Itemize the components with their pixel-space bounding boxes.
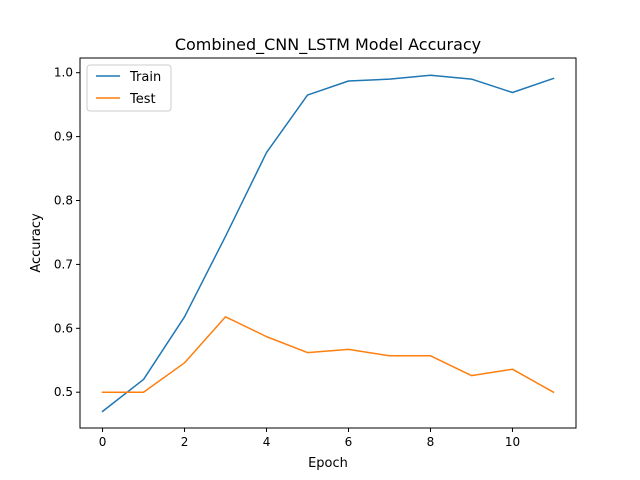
chart-title: Combined_CNN_LSTM Model Accuracy xyxy=(175,35,481,55)
x-axis-ticks: 0 2 4 6 8 10 xyxy=(99,428,520,449)
y-axis-ticks: 0.5 0.6 0.7 0.8 0.9 1.0 xyxy=(54,66,80,399)
y-tick-label: 1.0 xyxy=(54,66,73,80)
legend-label-test: Test xyxy=(129,92,156,107)
y-tick-label: 0.6 xyxy=(54,321,73,335)
y-tick-label: 0.9 xyxy=(54,130,73,144)
series-layer xyxy=(101,74,555,413)
y-tick-label: 0.5 xyxy=(54,385,73,399)
y-tick-label: 0.8 xyxy=(54,194,73,208)
x-tick-label: 4 xyxy=(263,435,271,449)
plot-frame xyxy=(79,57,577,429)
x-tick-label: 0 xyxy=(99,435,107,449)
series-line-train xyxy=(101,74,555,413)
x-tick-label: 10 xyxy=(505,435,520,449)
legend-label-train: Train xyxy=(129,70,161,85)
y-tick-label: 0.7 xyxy=(54,257,73,271)
y-axis-label: Accuracy xyxy=(29,213,44,273)
x-axis-label: Epoch xyxy=(308,456,348,471)
x-tick-label: 6 xyxy=(345,435,353,449)
series-line-test xyxy=(101,316,555,394)
x-tick-label: 8 xyxy=(427,435,435,449)
legend: Train Test xyxy=(86,64,172,112)
x-tick-label: 2 xyxy=(181,435,189,449)
